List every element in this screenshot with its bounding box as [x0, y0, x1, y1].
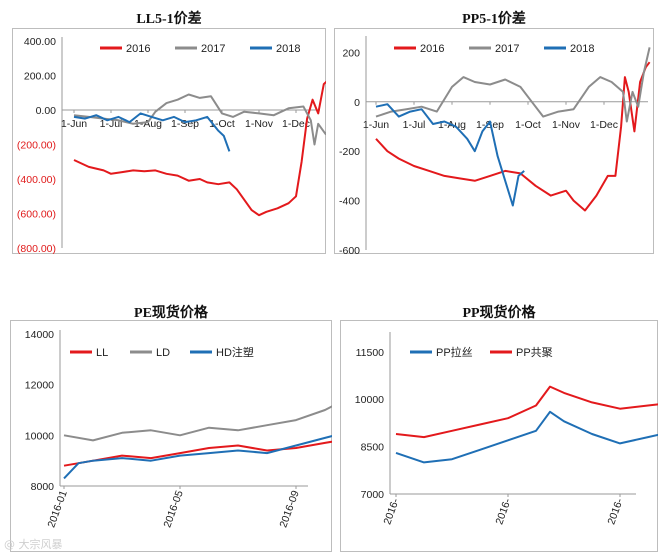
y-tick-label: 8000 [31, 481, 55, 493]
series-line-PP拉丝 [395, 410, 658, 464]
chart-pp-spot: PP现货价格 7000 8500 10000 11500 2016- 2016- 2016-… [340, 296, 658, 552]
legend-label: 2017 [495, 43, 519, 55]
y-tick-label: 400.00 [24, 36, 56, 48]
y-tick-label: 0 [354, 97, 360, 109]
legend-label: 2017 [201, 43, 225, 55]
legend-label: PP共聚 [516, 346, 553, 359]
legend-label: LL [96, 347, 108, 359]
chart-title: PP现货价格 [462, 306, 536, 321]
y-tick-label: 7000 [361, 489, 385, 501]
series-line-2017 [73, 93, 326, 146]
chart-ll-spread: LL5-1价差 400.00 200.00 0.00 (200.00) (400.00)… [12, 6, 326, 254]
y-tick-label: 10000 [355, 394, 384, 406]
x-tick-label: 1-Jul [403, 119, 426, 131]
x-tick-label: 1-Nov [552, 119, 581, 131]
legend-label: 2018 [276, 43, 300, 55]
series-line-2018 [73, 112, 231, 152]
chart-svg: 400.00 200.00 0.00 (200.00) (400.00) (600.00)… [12, 28, 326, 254]
y-tick-label: (600.00) [17, 209, 56, 221]
chart-frame [340, 320, 658, 552]
x-tick-label: 1-Aug [134, 118, 162, 130]
y-tick-label: 12000 [25, 380, 54, 392]
x-tick-label: 1-Dec [590, 119, 618, 131]
x-tick-label: 1-Oct [515, 119, 541, 131]
legend-label: 2016 [420, 43, 444, 55]
y-tick-label: 11500 [356, 347, 385, 359]
y-tick-label: (400.00) [17, 174, 56, 186]
chart-pp-spread: PP5-1价差 200 0 -200 -400 -600 1-Jun 1-Jul 1-Aug 1… [334, 6, 654, 254]
y-tick-label: -600 [339, 245, 360, 254]
chart-title: PP5-1价差 [462, 12, 526, 27]
chart-svg: 7000850010000115002016-2016-2016-2017-20… [340, 320, 658, 552]
legend-label: LD [156, 347, 170, 359]
chart-frame [12, 28, 326, 254]
chart-title: PE现货价格 [134, 306, 208, 321]
chart-title: LL5-1价差 [136, 12, 202, 27]
y-tick-label: (200.00) [17, 140, 56, 152]
y-tick-label: 8500 [361, 442, 385, 454]
watermark: @ 大宗风暴 [4, 538, 63, 551]
series-line-LL [63, 440, 332, 467]
series-line-LD [63, 405, 332, 442]
chart-pe-spot: PE现货价格 8000 10000 12000 14000 2016-01 2016-05… [10, 296, 332, 552]
y-tick-label: 10000 [25, 430, 54, 442]
y-tick-label: 14000 [25, 329, 54, 341]
series-line-HD注塑 [63, 435, 332, 480]
legend-label: 2016 [126, 43, 150, 55]
y-tick-label: 0.00 [36, 105, 57, 117]
x-tick-label: 1-Dec [282, 118, 310, 130]
series-line-2018 [375, 103, 525, 207]
y-tick-label: -400 [339, 196, 360, 208]
legend-label: 2018 [570, 43, 594, 55]
x-tick-label: 1-Nov [245, 118, 274, 130]
y-tick-label: 200 [342, 47, 360, 59]
legend-label: HD注塑 [216, 345, 254, 359]
y-tick-label: -200 [339, 146, 360, 158]
legend-label: PP拉丝 [436, 345, 473, 359]
x-tick-label: 1-Jun [363, 119, 389, 131]
y-tick-label: (800.00) [17, 243, 56, 254]
series-line-2016 [375, 61, 651, 212]
x-tick-label: 1-Jun [61, 118, 87, 130]
series-line-2016 [73, 80, 326, 217]
y-tick-label: 200.00 [24, 71, 56, 83]
series-line-2017 [375, 47, 651, 123]
series-line-PP共聚 [395, 385, 658, 439]
